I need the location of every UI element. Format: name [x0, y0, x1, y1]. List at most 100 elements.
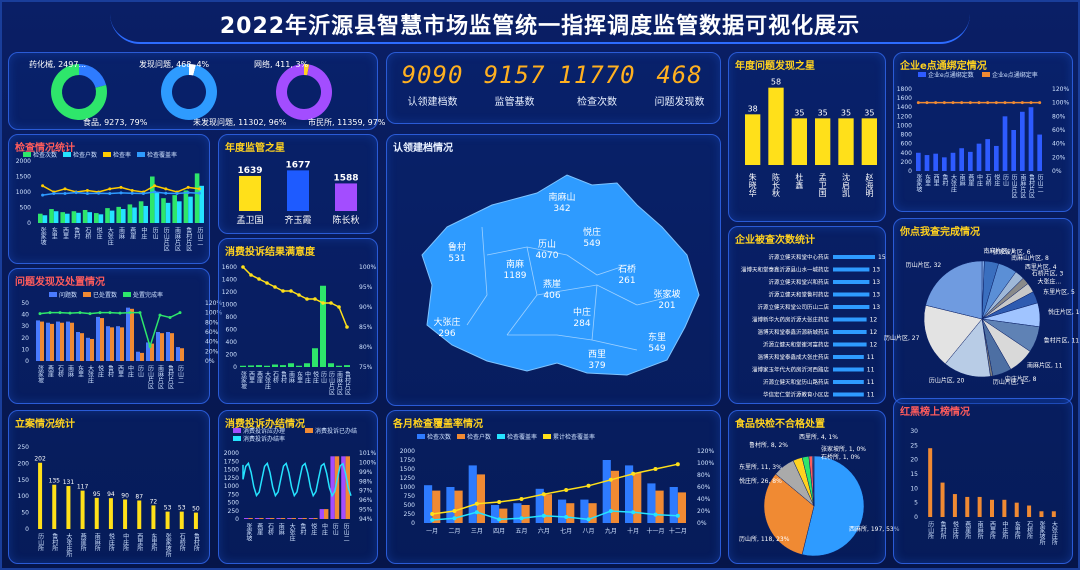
- y-tick-label: 100%: [359, 459, 376, 466]
- y-tick-label: 80%: [359, 344, 373, 351]
- y-tick-label: 500: [228, 500, 240, 507]
- x-tick-label: 西里: [62, 227, 69, 239]
- bar: [446, 487, 455, 523]
- y-tick-label: 250: [18, 444, 30, 451]
- bar: [669, 487, 678, 523]
- x-tick-label: 悦庄: [310, 522, 317, 536]
- bar: [833, 317, 867, 322]
- bar: [521, 505, 530, 523]
- bar: [166, 332, 170, 361]
- x-tick-label: 鲁村片区: [167, 364, 174, 389]
- page-title: 2022年沂源县智慧市场监管统一指挥调度监管数据可视化展示: [219, 14, 861, 39]
- point: [153, 190, 157, 194]
- x-tick-label: 南麻片区: [336, 370, 343, 395]
- bar: [56, 321, 60, 361]
- point: [289, 289, 293, 293]
- bar: [940, 482, 945, 517]
- point: [88, 312, 92, 316]
- x-tick-label: 八月: [582, 528, 594, 535]
- legend-label: 检查次数: [33, 151, 57, 159]
- data-label: 12: [870, 342, 878, 349]
- y-tick-label: 600: [901, 141, 913, 148]
- bar: [150, 176, 155, 223]
- donut-label: 市民所, 11359, 97%: [308, 117, 386, 127]
- slice-label: 东里所, 11, 3%: [739, 463, 782, 471]
- bar: [109, 210, 115, 223]
- x-tick-label: 中庄: [304, 370, 311, 384]
- y-tick-label: 120%: [205, 300, 222, 307]
- panel-title: 你点我查完成情况: [900, 227, 980, 238]
- y-tick-label: 30: [910, 428, 918, 435]
- bar: [110, 327, 114, 361]
- point: [968, 101, 972, 105]
- x-tick-label: 南麻所: [93, 532, 100, 552]
- bar: [1011, 130, 1016, 171]
- bar: [1037, 134, 1042, 171]
- legend-label: 已处置数: [93, 291, 117, 299]
- bar: [116, 206, 121, 223]
- y-tick-label: 80%: [697, 472, 711, 479]
- kpi-issues: 468 问题发现数: [642, 61, 717, 108]
- bar: [82, 209, 88, 223]
- y-tick-label: 50: [21, 510, 29, 517]
- y-tick-label: 15: [910, 471, 918, 478]
- region-name: 大张庄: [433, 316, 460, 328]
- x-tick-label: 悦庄: [312, 370, 319, 384]
- legend-swatch: [23, 152, 31, 157]
- bar: [424, 485, 433, 523]
- ndjg-panel: 年度监管之星 1639 孟卫国 1677 齐玉霞 1588 陈长秋: [218, 134, 378, 234]
- point: [186, 191, 190, 195]
- y-tick-label: 96%: [359, 497, 373, 504]
- region-border: [566, 254, 628, 276]
- bar: [176, 347, 180, 361]
- y-tick-label: 95%: [359, 284, 373, 291]
- legend-swatch: [63, 152, 71, 157]
- data-label: 135: [49, 478, 61, 485]
- y-tick-label: 淄博新华大药房沂源大张庄药店: [752, 316, 830, 324]
- bar: [94, 213, 99, 223]
- region-name: 悦庄: [583, 226, 601, 238]
- x-tick-label: 大张庄: [106, 226, 113, 246]
- y-tick-label: 800: [901, 132, 913, 139]
- point: [130, 188, 134, 192]
- legend-swatch: [543, 434, 551, 439]
- bar: [248, 365, 254, 367]
- point: [197, 187, 201, 191]
- point: [38, 312, 42, 316]
- bar: [138, 201, 144, 223]
- x-tick-label: 历山片区: [328, 371, 335, 395]
- bar: [194, 173, 200, 223]
- region-value: 549: [648, 344, 665, 354]
- pie-slice: [801, 455, 865, 557]
- bar: [933, 153, 938, 171]
- series-line: [432, 510, 678, 521]
- bar: [276, 518, 281, 519]
- x-tick-label: 大张庄: [950, 173, 957, 193]
- bar: [1039, 511, 1044, 517]
- data-label: 35: [864, 108, 874, 117]
- point: [653, 467, 658, 471]
- donut-slice: [79, 64, 107, 88]
- kpi-base: 9157 监管基数: [477, 61, 552, 108]
- bar: [46, 322, 50, 361]
- bar: [170, 333, 174, 361]
- y-tick-label: 0%: [697, 520, 707, 527]
- bar: [180, 348, 184, 361]
- point: [497, 500, 502, 504]
- point: [265, 281, 269, 285]
- x-tick-label: 鲁村所: [192, 532, 199, 552]
- bar: [120, 327, 124, 361]
- x-tick-label: 石桥所: [1026, 521, 1033, 540]
- bar: [287, 518, 292, 519]
- panel-title: 问题发现及处置情况: [15, 277, 105, 288]
- x-tick-label: 十月: [627, 527, 639, 535]
- bar: [655, 490, 664, 523]
- bar: [132, 207, 137, 223]
- bar: [543, 494, 552, 523]
- point: [631, 471, 636, 476]
- bar: [833, 380, 864, 384]
- bar: [96, 316, 100, 361]
- point: [452, 516, 457, 521]
